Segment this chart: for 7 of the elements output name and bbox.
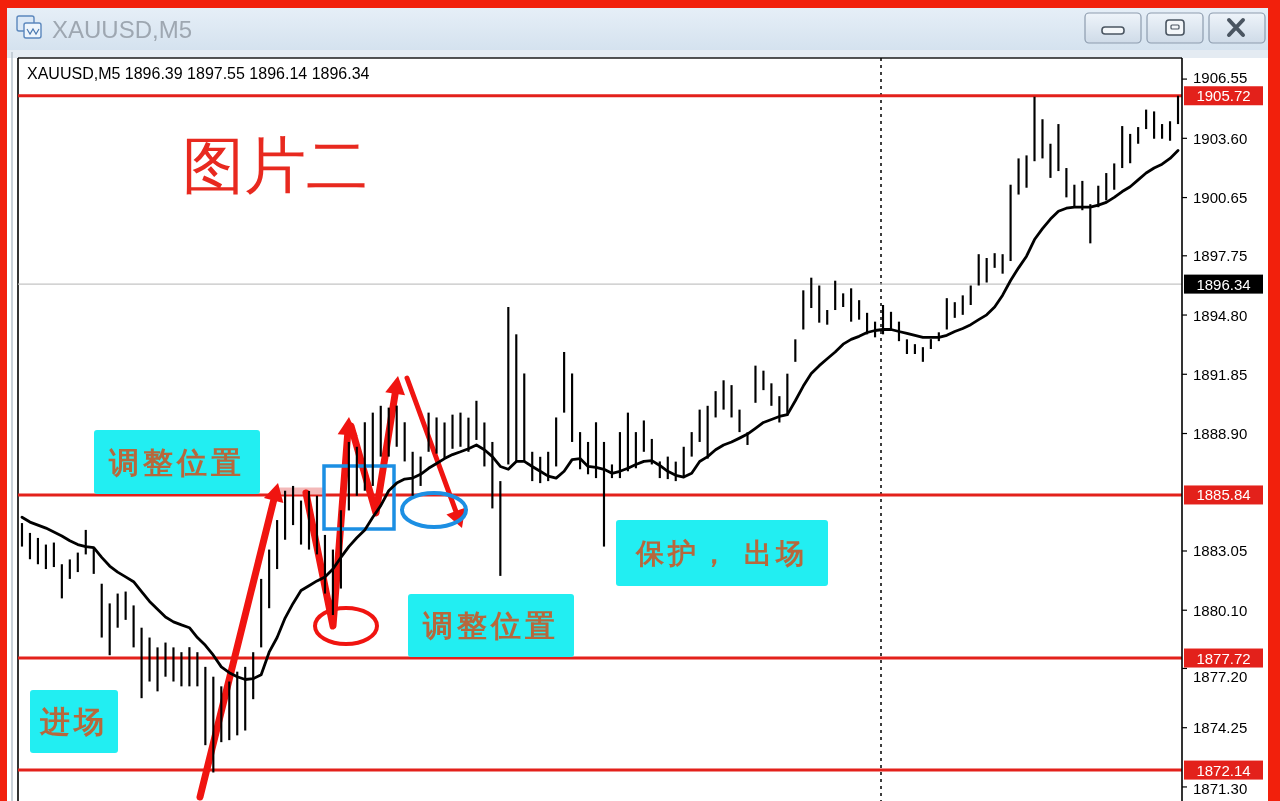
ref-line-label: 1877.72	[1196, 649, 1251, 667]
title: XAUUSD,M5	[52, 16, 193, 43]
subtitle: XAUUSD,M5 1896.39 1897.55 1896.14 1896.34	[27, 65, 370, 82]
ref-line-label: 1885.84	[1196, 486, 1251, 504]
ref-line-label: 1905.72	[1196, 87, 1251, 105]
ref-line-label: 1872.14	[1196, 761, 1251, 779]
ref-line-label: 1896.34	[1196, 275, 1251, 293]
